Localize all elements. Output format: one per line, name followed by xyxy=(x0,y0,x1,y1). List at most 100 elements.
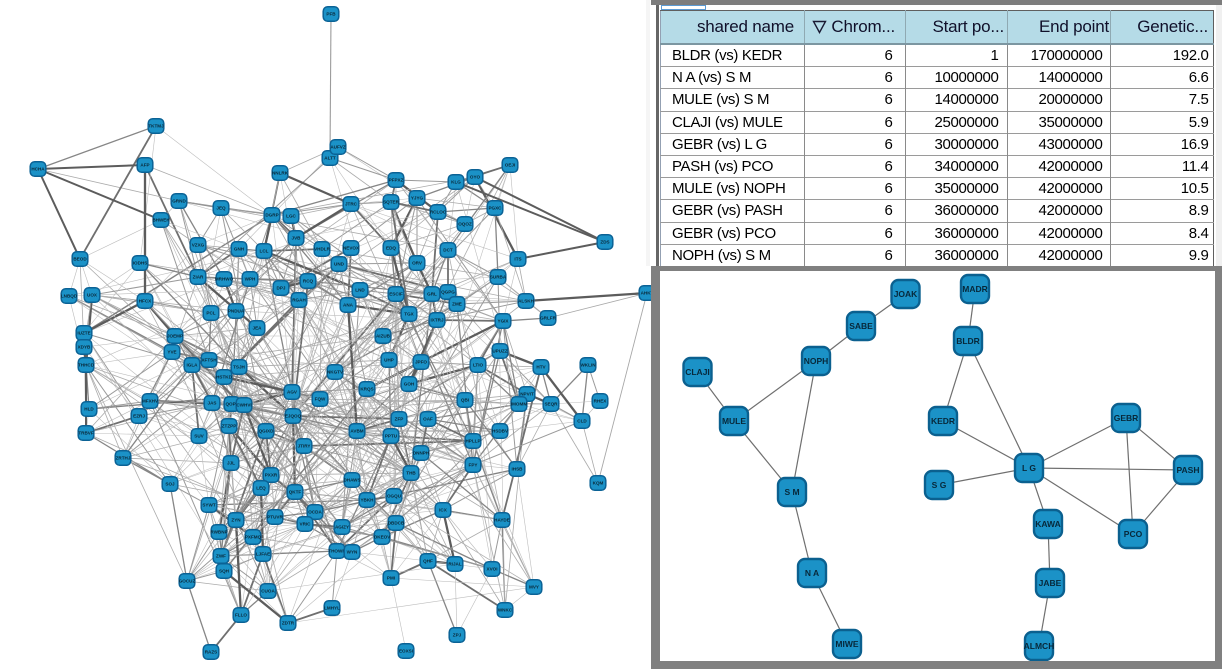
svg-text:AFP: AFP xyxy=(140,163,149,168)
svg-text:SQTER: SQTER xyxy=(383,200,400,205)
svg-text:JOEMP: JOEMP xyxy=(167,334,183,339)
svg-text:ZYN: ZYN xyxy=(231,518,241,523)
svg-text:DNNPH: DNNPH xyxy=(413,451,430,456)
svg-text:BHWEH: BHWEH xyxy=(152,218,170,223)
svg-text:OKEOV: OKEOV xyxy=(374,535,392,540)
svg-text:MULE: MULE xyxy=(722,416,746,426)
svg-text:MFXHV: MFXHV xyxy=(142,399,159,404)
svg-text:IHSB: IHSB xyxy=(512,467,524,472)
svg-text:S G: S G xyxy=(932,480,947,490)
svg-text:GOCUZ: GOCUZ xyxy=(179,579,196,584)
svg-text:ZWF: ZWF xyxy=(216,554,226,559)
svg-text:S M: S M xyxy=(784,487,799,497)
svg-text:LEQ: LEQ xyxy=(256,486,266,491)
svg-text:SEQR: SEQR xyxy=(544,402,558,407)
svg-text:ZRTHJ: ZRTHJ xyxy=(116,456,131,461)
svg-text:UPUZZ: UPUZZ xyxy=(492,349,508,354)
svg-text:SABE: SABE xyxy=(849,321,873,331)
svg-text:DBDCB: DBDCB xyxy=(388,521,405,526)
svg-text:LCL: LCL xyxy=(260,249,269,254)
svg-text:FPY: FPY xyxy=(469,463,478,468)
svg-text:ZDTR: ZDTR xyxy=(282,621,295,626)
svg-text:RGAH: RGAH xyxy=(292,298,306,303)
svg-text:GRND: GRND xyxy=(172,199,186,204)
svg-text:QGIXD: QGIXD xyxy=(259,429,274,434)
svg-text:CUOA: CUOA xyxy=(261,589,275,594)
svg-text:YJYG: YJYG xyxy=(411,196,424,201)
svg-text:QOPF: QOPF xyxy=(225,402,238,407)
svg-text:DGRP: DGRP xyxy=(265,213,278,218)
svg-text:ZME: ZME xyxy=(452,302,462,307)
svg-text:KRQS: KRQS xyxy=(360,387,373,392)
svg-text:JOAK: JOAK xyxy=(894,289,918,299)
svg-text:WKLIN: WKLIN xyxy=(580,363,596,368)
svg-text:SOJ: SOJ xyxy=(165,482,175,487)
svg-text:PCO: PCO xyxy=(1124,529,1143,539)
svg-text:ANA: ANA xyxy=(343,303,354,308)
svg-text:NEVOX: NEVOX xyxy=(343,246,360,251)
svg-text:DPJ: DPJ xyxy=(277,286,286,291)
svg-text:DHAWS: DHAWS xyxy=(343,478,360,483)
svg-text:NKGTV: NKGTV xyxy=(327,370,344,375)
svg-text:PCL: PCL xyxy=(206,311,215,316)
svg-text:IUZTE: IUZTE xyxy=(77,331,90,336)
svg-text:WNKC: WNKC xyxy=(498,608,513,613)
svg-text:IGLA: IGLA xyxy=(187,363,199,368)
svg-text:LMHYL: LMHYL xyxy=(324,606,340,611)
svg-text:RHEX: RHEX xyxy=(594,399,608,404)
svg-text:AGV: AGV xyxy=(287,390,298,395)
svg-text:ZIAR: ZIAR xyxy=(193,275,204,280)
svg-text:MRHWO: MRHWO xyxy=(215,277,234,282)
svg-text:VHDLR: VHDLR xyxy=(314,247,331,252)
svg-text:N A: N A xyxy=(805,568,819,578)
svg-text:BLDR: BLDR xyxy=(956,336,980,346)
svg-text:LJFAE: LJFAE xyxy=(256,552,270,557)
svg-text:LND: LND xyxy=(355,288,365,293)
svg-text:UND: UND xyxy=(334,262,345,267)
svg-text:GEBR: GEBR xyxy=(1114,413,1139,423)
svg-text:SUV: SUV xyxy=(194,434,204,439)
svg-text:UHP: UHP xyxy=(384,358,394,363)
svg-text:THOWR: THOWR xyxy=(328,549,346,554)
svg-text:PTUVR: PTUVR xyxy=(267,515,283,520)
svg-text:MIWE: MIWE xyxy=(835,639,858,649)
svg-text:GRL: GRL xyxy=(427,292,437,297)
svg-text:AVBM: AVBM xyxy=(350,429,363,434)
svg-text:ALTT: ALTT xyxy=(324,156,336,161)
svg-text:ICX: ICX xyxy=(439,508,448,513)
svg-text:CLD: CLD xyxy=(577,419,587,424)
svg-text:PMI: PMI xyxy=(387,576,395,581)
svg-text:AUFVZ: AUFVZ xyxy=(330,145,346,150)
svg-text:FQW: FQW xyxy=(315,397,326,402)
svg-text:IODHS: IODHS xyxy=(133,261,148,266)
svg-text:ESCIF: ESCIF xyxy=(389,292,403,297)
svg-text:DCT: DCT xyxy=(443,248,453,253)
svg-text:THHCD: THHCD xyxy=(78,363,95,368)
svg-text:AHKT: AHKT xyxy=(641,291,654,296)
svg-text:KLG: KLG xyxy=(451,180,461,185)
svg-text:NOPH: NOPH xyxy=(804,356,829,366)
svg-text:RWBNP: RWBNP xyxy=(210,530,227,535)
svg-text:KAWA: KAWA xyxy=(1035,519,1061,529)
svg-text:GOH: GOH xyxy=(404,382,415,387)
svg-text:CWHVI: CWHVI xyxy=(236,403,251,408)
svg-text:LGC: LGC xyxy=(286,214,296,219)
svg-text:TKTMJ: TKTMJ xyxy=(148,124,164,129)
svg-text:TRBVF: TRBVF xyxy=(78,431,94,436)
svg-text:HSDBV: HSDBV xyxy=(492,429,509,434)
svg-text:FLLO: FLLO xyxy=(235,613,247,618)
svg-text:PXXR: PXXR xyxy=(265,473,278,478)
svg-text:JABE: JABE xyxy=(1039,578,1062,588)
svg-text:TGX: TGX xyxy=(404,312,414,317)
svg-text:RCLOC: RCLOC xyxy=(430,210,447,215)
svg-text:IMOMM: IMOMM xyxy=(511,402,528,407)
svg-text:JAS: JAS xyxy=(208,401,217,406)
svg-text:XFTSH: XFTSH xyxy=(201,358,217,363)
svg-text:YVE: YVE xyxy=(167,350,176,355)
svg-text:XVOI: XVOI xyxy=(487,567,498,572)
svg-text:ORV: ORV xyxy=(412,261,423,266)
svg-text:RAZS: RAZS xyxy=(205,650,218,655)
svg-text:ZFP: ZFP xyxy=(395,417,404,422)
svg-text:PPTU: PPTU xyxy=(385,434,398,439)
svg-text:HTV: HTV xyxy=(536,365,546,370)
